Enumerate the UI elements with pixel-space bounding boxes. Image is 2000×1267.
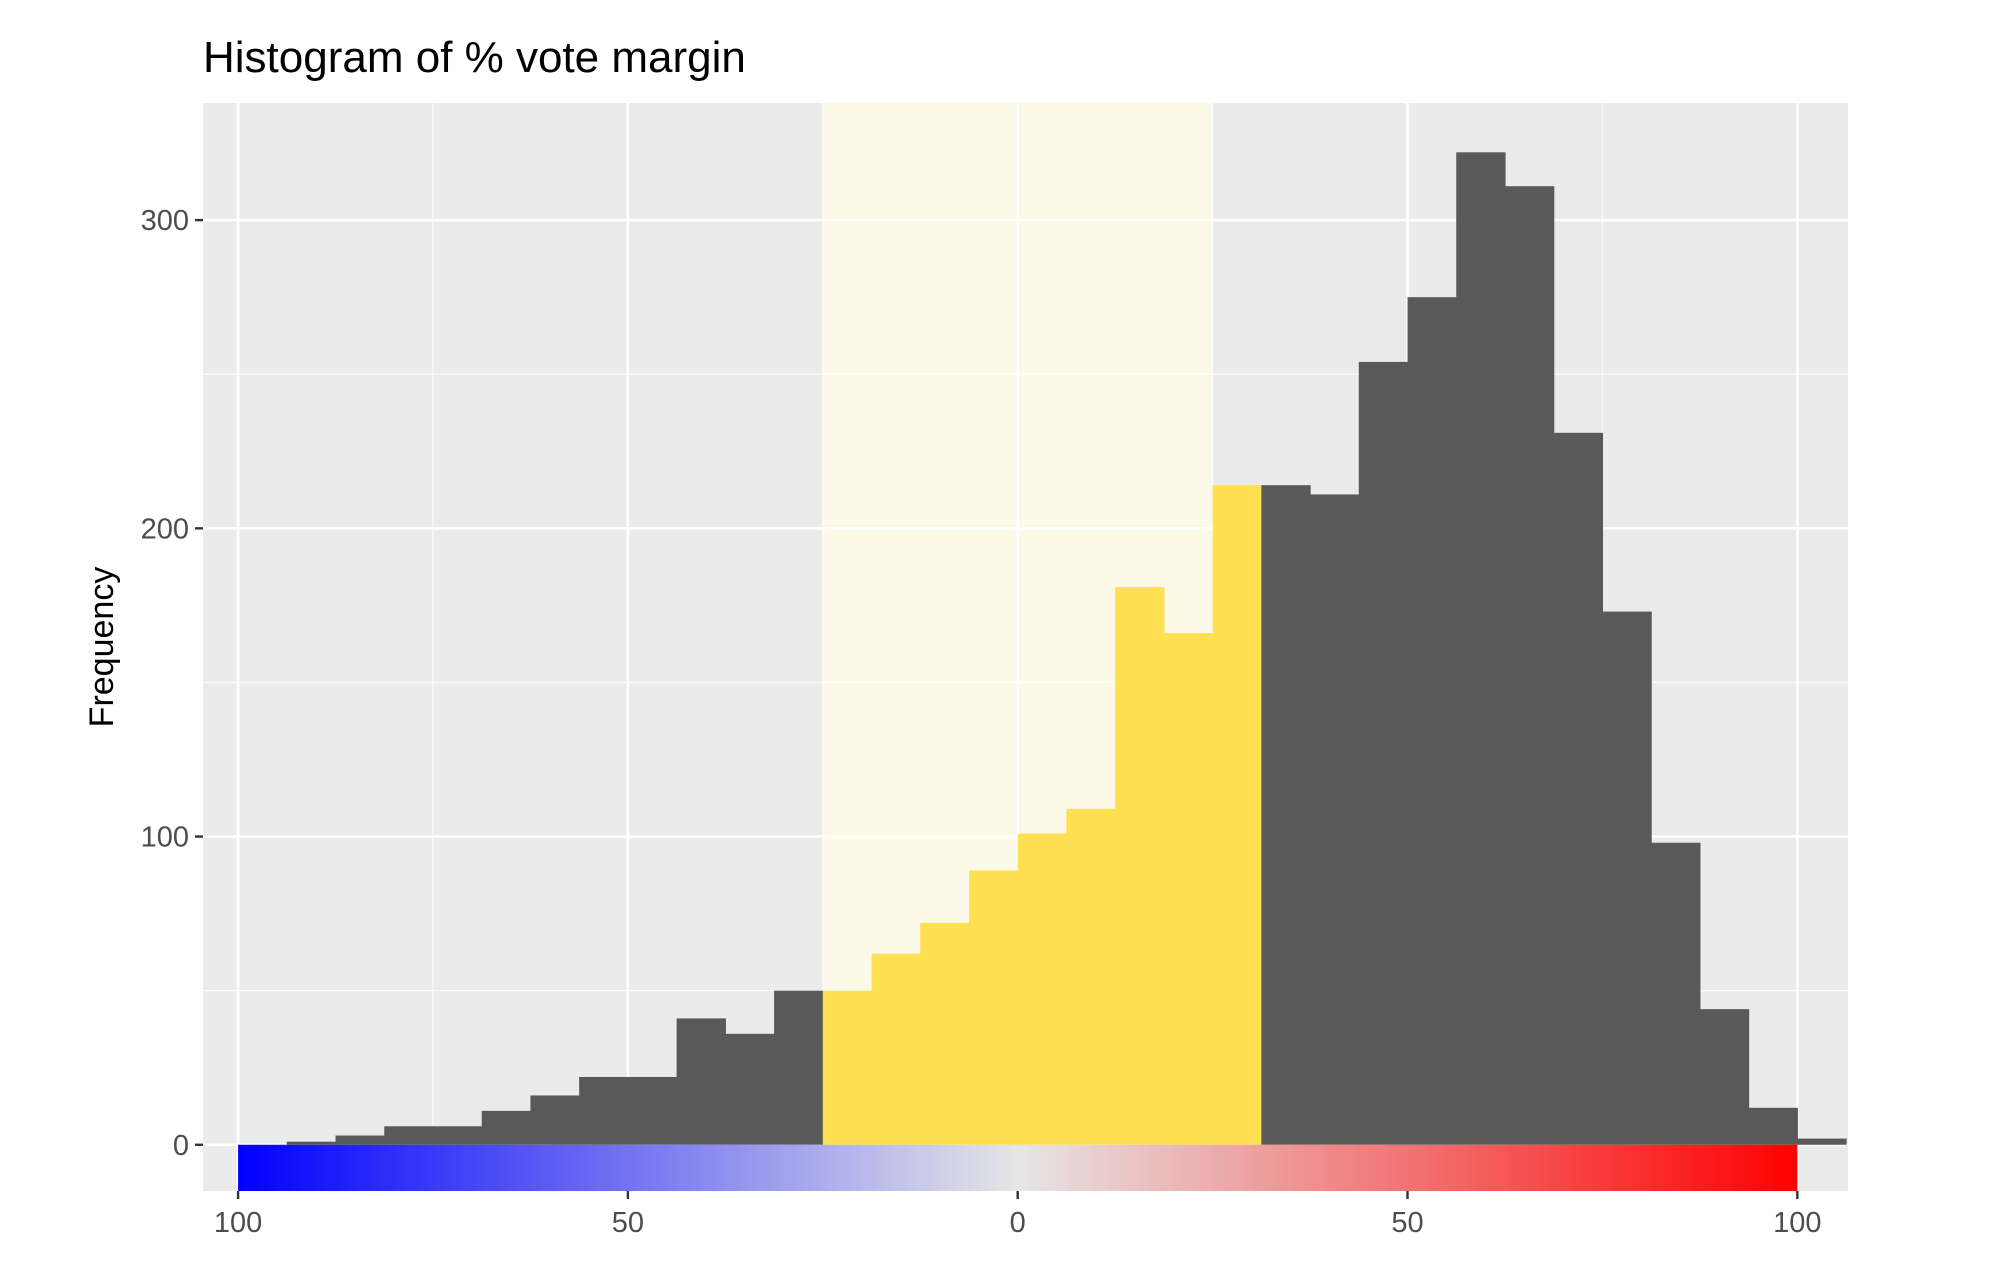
x-tick-label: 50 [612, 1207, 644, 1239]
histogram-bar-highlight [968, 870, 1019, 1145]
histogram-bar-highlight [920, 922, 970, 1145]
histogram-bar [1651, 842, 1701, 1145]
histogram-bar [627, 1076, 678, 1145]
histogram-bar [774, 990, 824, 1145]
y-tick-label: 100 [141, 822, 189, 854]
histogram-bar [1602, 611, 1652, 1145]
histogram-bar [1553, 432, 1604, 1145]
histogram-bar-highlight [1163, 633, 1214, 1145]
y-tick-label: 0 [173, 1130, 189, 1162]
histogram-bar [335, 1135, 385, 1145]
y-tick-label: 300 [141, 205, 189, 237]
chart-title: Histogram of % vote margin [203, 33, 746, 82]
histogram-bar [286, 1141, 337, 1145]
histogram-bar-highlight [1017, 833, 1068, 1145]
histogram-bar [1504, 186, 1555, 1145]
histogram-bar [1699, 1009, 1750, 1145]
histogram-bar-highlight [822, 990, 873, 1145]
x-tick-label: 0 [1010, 1207, 1026, 1239]
histogram-bar-highlight [1212, 485, 1262, 1145]
histogram-bar [725, 1033, 775, 1145]
histogram-bar [1456, 152, 1506, 1145]
histogram-bar [530, 1095, 580, 1145]
histogram-bar [384, 1126, 434, 1145]
x-tick-label: 100 [214, 1207, 262, 1239]
histogram-bar [579, 1076, 629, 1145]
x-tick-label: 100 [1773, 1207, 1821, 1239]
histogram-bar [1358, 361, 1409, 1145]
color-bar [238, 1144, 1798, 1191]
histogram-bar [481, 1110, 532, 1145]
histogram-bar [1261, 485, 1311, 1145]
histogram-bar [1407, 297, 1457, 1145]
x-tick-label: 50 [1391, 1207, 1423, 1239]
histogram-bar [1310, 494, 1360, 1145]
histogram-bar-highlight [871, 953, 921, 1145]
y-axis-title: Frequency [83, 567, 121, 728]
plot-area: 0 100 200 300 100 50 0 50 100 [141, 103, 1848, 1239]
histogram-bar-highlight [1066, 808, 1116, 1145]
y-tick-label: 200 [141, 513, 189, 545]
histogram-bar [1797, 1138, 1847, 1145]
histogram-bar [676, 1018, 726, 1145]
histogram-bar-highlight [1115, 586, 1165, 1145]
histogram-bar [1748, 1107, 1798, 1145]
histogram-bar [432, 1126, 483, 1145]
